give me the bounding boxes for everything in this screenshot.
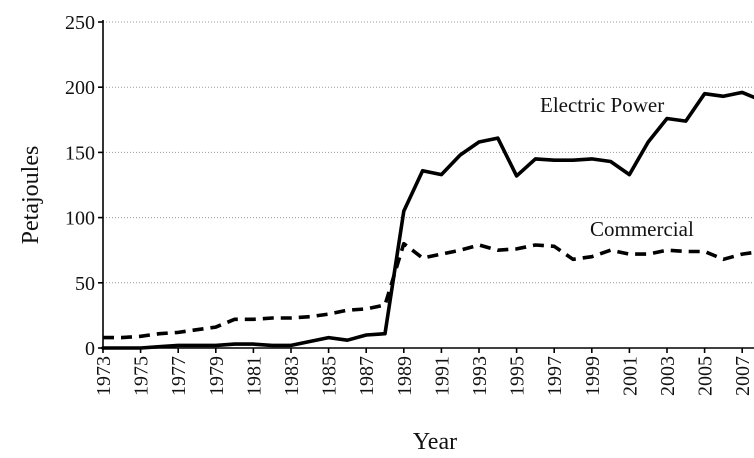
x-tick-label: 2001 (619, 356, 641, 396)
y-tick-label: 150 (65, 142, 95, 164)
x-tick-label: 1991 (431, 356, 453, 396)
x-tick-label: 1989 (394, 356, 416, 396)
x-tick-label: 1983 (281, 356, 303, 396)
x-tick-label: 1995 (507, 356, 529, 396)
axes (102, 20, 754, 349)
y-tick-labels: 0 50 100 150 200 250 (65, 12, 103, 360)
y-axis-title: Petajoules (18, 146, 44, 245)
x-tick-label: 1977 (168, 356, 190, 396)
x-tick-label: 1981 (243, 356, 265, 396)
y-tick-label: 100 (65, 208, 95, 230)
x-tick-label: 1993 (469, 356, 491, 396)
series-line-commercial (103, 241, 754, 340)
y-tick-label: 0 (85, 338, 95, 360)
x-tick-label: 2003 (657, 356, 679, 396)
grid (103, 21, 754, 284)
x-tick-label: 2005 (695, 356, 717, 396)
series-label-electric-power: Electric Power (540, 93, 664, 117)
x-tick-labels: 1973 1975 1977 1979 1981 1983 1985 1987 1989 1991… (93, 348, 754, 396)
series-lines (101, 90, 754, 350)
x-tick-label: 2007 (732, 356, 754, 396)
x-axis-title: Year (413, 429, 457, 455)
x-tick-label: 1987 (356, 356, 378, 396)
series-labels: Electric Power Commercial (540, 93, 694, 241)
series-label-commercial: Commercial (590, 217, 694, 241)
x-tick-label: 1975 (131, 356, 153, 396)
x-tick-label: 1999 (582, 356, 604, 396)
y-tick-label: 50 (75, 273, 95, 295)
y-tick-label: 250 (65, 12, 95, 34)
x-tick-label: 1997 (544, 356, 566, 396)
y-tick-label: 200 (65, 77, 95, 99)
series-line-electric-power (101, 90, 754, 350)
x-tick-label: 1973 (93, 356, 115, 396)
x-tick-label: 1985 (319, 356, 341, 396)
x-tick-label: 1979 (206, 356, 228, 396)
